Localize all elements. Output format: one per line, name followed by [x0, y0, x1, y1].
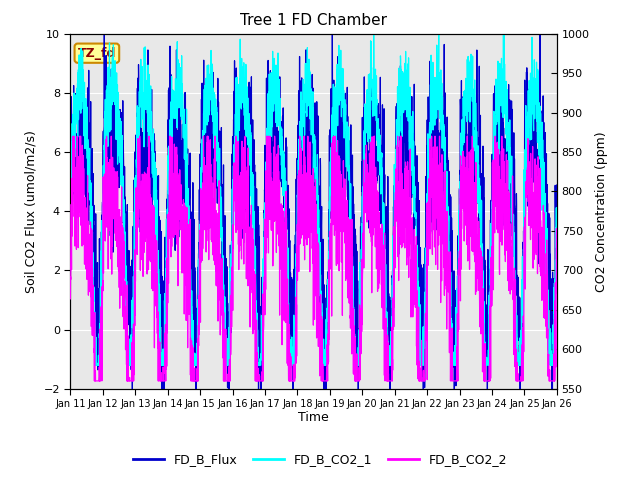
- Title: Tree 1 FD Chamber: Tree 1 FD Chamber: [240, 13, 387, 28]
- X-axis label: Time: Time: [298, 410, 329, 424]
- Text: TZ_fd: TZ_fd: [77, 47, 116, 60]
- Y-axis label: Soil CO2 Flux (umol/m2/s): Soil CO2 Flux (umol/m2/s): [25, 130, 38, 293]
- Y-axis label: CO2 Concentration (ppm): CO2 Concentration (ppm): [595, 131, 608, 291]
- Legend: FD_B_Flux, FD_B_CO2_1, FD_B_CO2_2: FD_B_Flux, FD_B_CO2_1, FD_B_CO2_2: [128, 448, 512, 471]
